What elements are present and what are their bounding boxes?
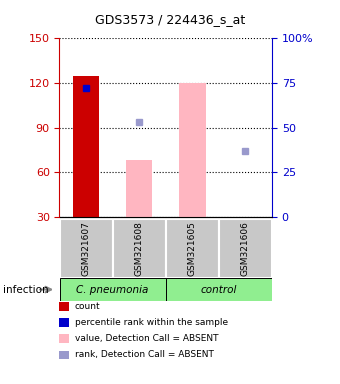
Text: value, Detection Call = ABSENT: value, Detection Call = ABSENT xyxy=(75,334,218,343)
Bar xyxy=(126,161,152,262)
Bar xyxy=(73,76,99,262)
Bar xyxy=(166,278,272,301)
Text: count: count xyxy=(75,302,100,311)
Bar xyxy=(59,278,166,301)
Text: infection: infection xyxy=(3,285,49,295)
Text: percentile rank within the sample: percentile rank within the sample xyxy=(75,318,228,327)
Bar xyxy=(179,83,206,262)
Bar xyxy=(59,219,113,278)
Text: C. pneumonia: C. pneumonia xyxy=(76,285,149,295)
Bar xyxy=(113,219,166,278)
Text: GSM321605: GSM321605 xyxy=(188,221,197,276)
Text: GSM321607: GSM321607 xyxy=(82,221,90,276)
Text: GSM321608: GSM321608 xyxy=(135,221,144,276)
Bar xyxy=(219,219,272,278)
Text: GDS3573 / 224436_s_at: GDS3573 / 224436_s_at xyxy=(95,13,245,26)
Text: control: control xyxy=(201,285,237,295)
Text: GSM321606: GSM321606 xyxy=(241,221,250,276)
Bar xyxy=(166,219,219,278)
Text: rank, Detection Call = ABSENT: rank, Detection Call = ABSENT xyxy=(75,350,214,359)
